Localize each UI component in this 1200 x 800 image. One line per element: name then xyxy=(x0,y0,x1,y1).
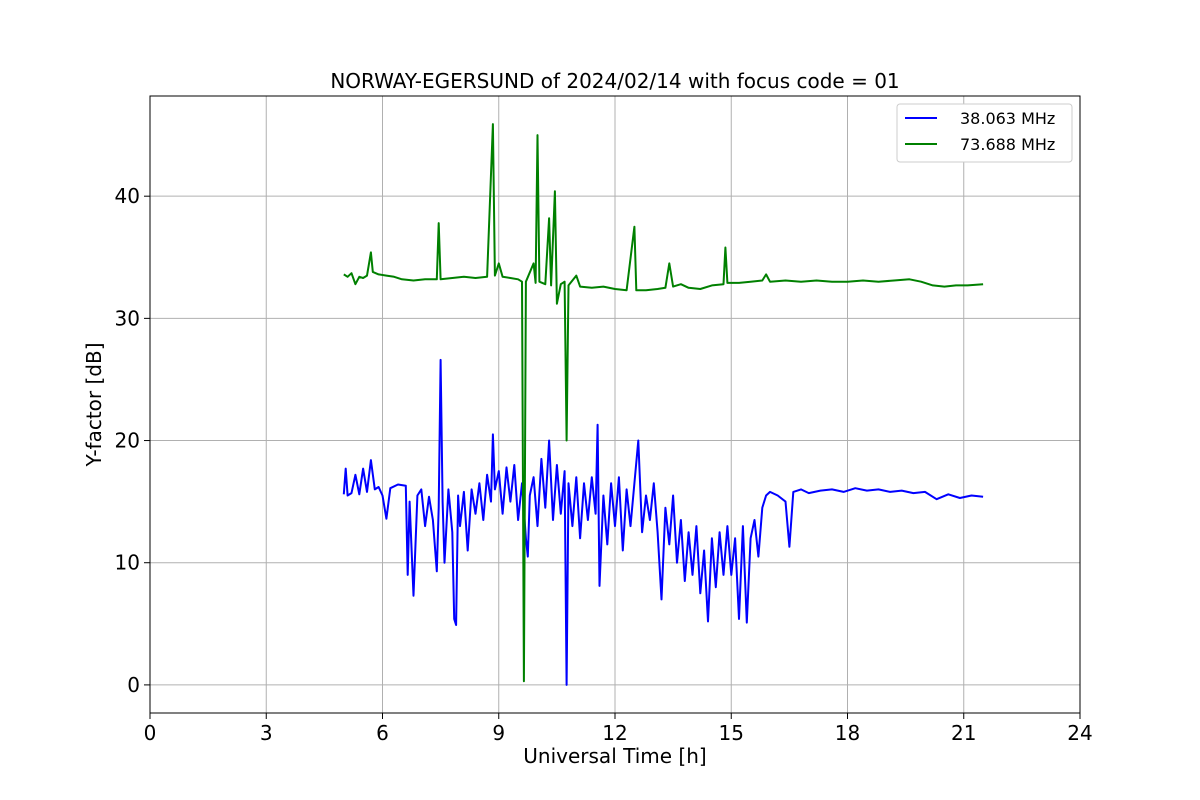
x-tick-label: 0 xyxy=(144,721,157,745)
y-axis-label: Y-factor [dB] xyxy=(82,342,106,467)
x-tick-label: 12 xyxy=(602,721,627,745)
x-tick-label: 21 xyxy=(951,721,976,745)
y-tick-label: 30 xyxy=(115,306,140,330)
x-tick-label: 18 xyxy=(835,721,860,745)
x-tick-label: 3 xyxy=(260,721,273,745)
y-tick-label: 10 xyxy=(115,551,140,575)
x-tick-label: 9 xyxy=(492,721,505,745)
x-axis-label: Universal Time [h] xyxy=(523,744,706,768)
x-tick-label: 6 xyxy=(376,721,389,745)
series-line-green xyxy=(343,123,984,683)
legend-box xyxy=(896,103,1073,163)
y-tick-label: 0 xyxy=(127,673,140,697)
y-tick-label: 20 xyxy=(115,429,140,453)
y-tick-label: 40 xyxy=(115,184,140,208)
series-layer xyxy=(342,123,984,686)
x-tick-label: 24 xyxy=(1067,721,1092,745)
series-line-blue xyxy=(342,358,984,686)
grid xyxy=(149,96,1081,713)
x-tick-label: 15 xyxy=(719,721,744,745)
ticks: 0 3 6 9 12 15 18 21 24 0 10 20 30 40 xyxy=(115,184,1093,745)
legend-label-blue: 38.063 MHz xyxy=(960,109,1055,128)
legend-label-green: 73.688 MHz xyxy=(960,135,1055,154)
chart-title: NORWAY-EGERSUND of 2024/02/14 with focus… xyxy=(330,69,899,93)
legend: 38.063 MHz 73.688 MHz xyxy=(896,103,1073,163)
